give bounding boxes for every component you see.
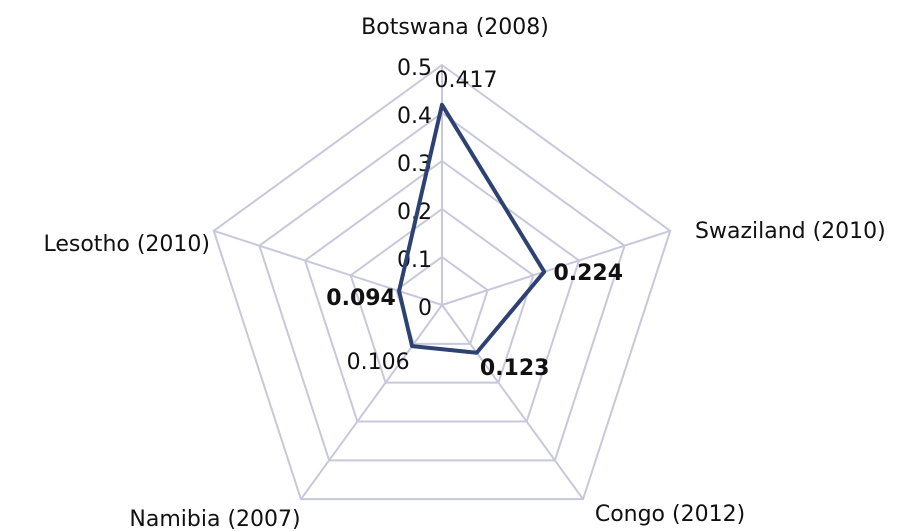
grid-ring — [349, 207, 535, 384]
spoke — [213, 229, 443, 306]
grid-ring — [258, 111, 626, 462]
spoke — [441, 229, 671, 306]
r-tick-label: 0 — [418, 296, 432, 321]
grid-ring — [303, 159, 581, 423]
category-label: Botswana (2008) — [361, 15, 549, 40]
value-label: 0.224 — [553, 261, 623, 286]
value-label: 0.123 — [480, 356, 550, 381]
r-tick-label: 0.5 — [397, 56, 432, 81]
value-label: 0.094 — [326, 286, 396, 311]
category-label: Congo (2012) — [595, 502, 745, 527]
spoke — [300, 304, 443, 500]
value-label: 0.106 — [347, 350, 410, 375]
grid-ring — [395, 255, 489, 345]
category-label: Lesotho (2010) — [43, 232, 210, 257]
r-tick-label: 0.4 — [397, 104, 432, 129]
category-label: Swaziland (2010) — [695, 219, 886, 244]
spoke — [441, 304, 584, 500]
series-line — [397, 102, 547, 355]
grid-ring — [212, 63, 672, 501]
category-label: Namibia (2007) — [129, 507, 300, 531]
value-label: 0.417 — [435, 68, 498, 93]
